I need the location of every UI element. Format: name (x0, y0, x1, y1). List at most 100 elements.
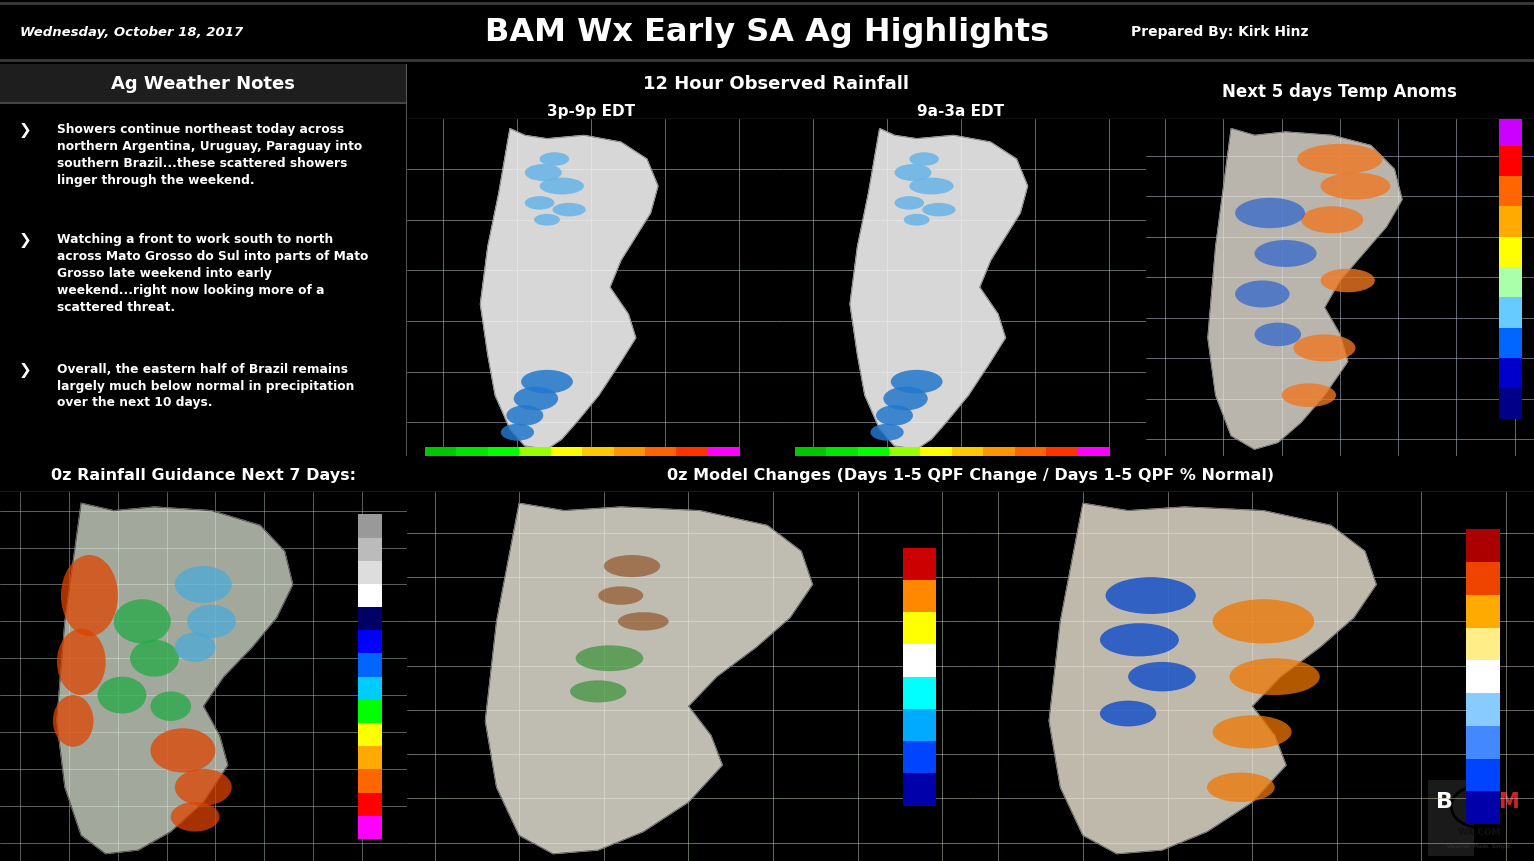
Bar (902, 612, 936, 645)
Bar (457, 448, 488, 456)
Bar (1499, 207, 1522, 238)
Text: Wednesday, October 18, 2017: Wednesday, October 18, 2017 (20, 26, 244, 39)
Bar (1499, 146, 1522, 177)
Bar (795, 448, 827, 456)
Bar (902, 548, 936, 580)
Ellipse shape (1100, 701, 1157, 727)
Bar (1499, 298, 1522, 328)
Bar (902, 773, 936, 806)
Bar (357, 700, 382, 723)
Text: Watching a front to work south to north
across Mato Grosso do Sul into parts of : Watching a front to work south to north … (57, 233, 368, 313)
Bar (983, 448, 1014, 456)
Text: WX.COM: WX.COM (1457, 827, 1502, 836)
Bar (902, 709, 936, 741)
Ellipse shape (894, 165, 931, 182)
Ellipse shape (1230, 659, 1319, 696)
Bar (614, 448, 644, 456)
Polygon shape (1207, 129, 1402, 449)
Bar (1077, 448, 1109, 456)
Polygon shape (485, 504, 813, 853)
Text: Overall, the eastern half of Brazil remains
largely much below normal in precipi: Overall, the eastern half of Brazil rema… (57, 362, 354, 409)
Bar (1499, 268, 1522, 298)
Ellipse shape (891, 370, 942, 394)
Ellipse shape (1100, 623, 1178, 657)
Ellipse shape (150, 691, 192, 721)
Bar (1467, 562, 1500, 595)
Ellipse shape (1255, 323, 1301, 347)
Bar (1499, 177, 1522, 207)
Bar (357, 607, 382, 630)
Ellipse shape (1235, 199, 1305, 229)
Ellipse shape (1255, 241, 1316, 268)
Ellipse shape (540, 178, 584, 195)
Bar (676, 448, 707, 456)
Ellipse shape (525, 197, 554, 210)
Text: BAM Wx Early SA Ag Highlights: BAM Wx Early SA Ag Highlights (485, 17, 1049, 47)
Ellipse shape (130, 640, 179, 677)
Text: A: A (1471, 791, 1488, 811)
Ellipse shape (506, 406, 543, 426)
Bar (1499, 328, 1522, 359)
Text: 0z Rainfall Guidance Next 7 Days:: 0z Rainfall Guidance Next 7 Days: (51, 467, 356, 482)
Bar (357, 630, 382, 653)
Ellipse shape (1298, 145, 1382, 175)
Bar (1499, 116, 1522, 146)
Ellipse shape (500, 424, 534, 441)
Bar (357, 653, 382, 677)
Bar (581, 448, 614, 456)
Ellipse shape (575, 646, 643, 672)
Text: ❯: ❯ (18, 123, 31, 139)
Ellipse shape (61, 555, 118, 636)
Bar (1499, 389, 1522, 419)
Text: M: M (1499, 791, 1519, 811)
Ellipse shape (910, 178, 954, 195)
Text: 12 Hour Observed Rainfall: 12 Hour Observed Rainfall (643, 75, 910, 93)
Bar (357, 746, 382, 770)
Ellipse shape (1321, 269, 1374, 293)
Ellipse shape (870, 424, 904, 441)
Ellipse shape (114, 599, 170, 644)
Bar (1467, 693, 1500, 726)
Text: Showers continue northeast today across
northern Argentina, Uruguay, Paraguay in: Showers continue northeast today across … (57, 123, 362, 187)
Bar (357, 815, 382, 839)
Text: Prepared By: Kirk Hinz: Prepared By: Kirk Hinz (1131, 25, 1309, 40)
Ellipse shape (1321, 173, 1390, 201)
Ellipse shape (876, 406, 913, 426)
Bar (888, 448, 920, 456)
Ellipse shape (187, 605, 236, 638)
Ellipse shape (150, 728, 215, 772)
Text: 3p-9p EDT: 3p-9p EDT (548, 103, 635, 119)
Bar (1499, 359, 1522, 389)
Bar (827, 448, 858, 456)
Ellipse shape (904, 214, 930, 226)
Polygon shape (1049, 504, 1376, 853)
Text: 0z Model Changes (Days 1-5 QPF Change / Days 1-5 QPF % Normal): 0z Model Changes (Days 1-5 QPF Change / … (667, 467, 1273, 482)
Ellipse shape (884, 387, 928, 411)
Ellipse shape (522, 370, 572, 394)
Ellipse shape (894, 197, 923, 210)
Ellipse shape (1207, 772, 1275, 802)
Bar (1467, 660, 1500, 693)
Ellipse shape (618, 612, 669, 631)
Text: Next 5 days Temp Anoms: Next 5 days Temp Anoms (1223, 83, 1457, 101)
Bar (518, 448, 551, 456)
Bar (1467, 726, 1500, 759)
Ellipse shape (910, 153, 939, 166)
Bar (488, 448, 518, 456)
Bar (357, 677, 382, 700)
Ellipse shape (1301, 207, 1364, 234)
Bar (1467, 791, 1500, 824)
Bar (1467, 628, 1500, 660)
Ellipse shape (552, 204, 586, 217)
Polygon shape (850, 129, 1028, 449)
Ellipse shape (57, 629, 106, 696)
Bar (1467, 595, 1500, 628)
Bar (1499, 238, 1522, 268)
Bar (357, 585, 382, 607)
Bar (858, 448, 888, 456)
Bar (1467, 759, 1500, 791)
Bar (920, 448, 951, 456)
Ellipse shape (1106, 578, 1197, 614)
Ellipse shape (604, 555, 660, 578)
Ellipse shape (175, 769, 232, 806)
